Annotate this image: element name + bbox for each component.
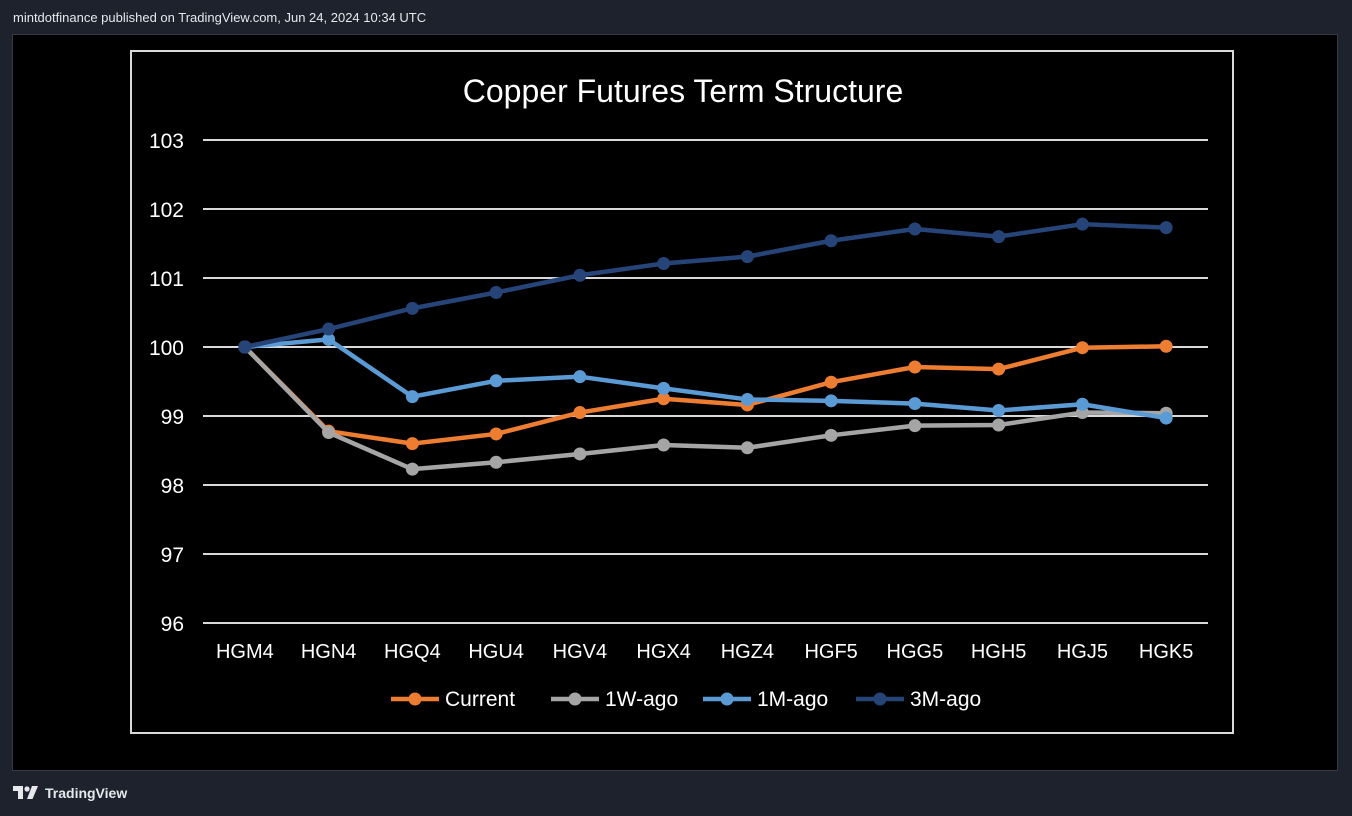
data-point: [657, 257, 671, 271]
y-tick-label: 100: [149, 337, 184, 360]
data-point: [405, 390, 419, 404]
data-point: [322, 332, 336, 346]
series-lines: [238, 217, 1173, 476]
y-tick-label: 103: [149, 130, 184, 153]
tradingview-logo[interactable]: TradingView: [13, 785, 127, 801]
data-point: [322, 426, 336, 440]
y-tick-label: 101: [149, 268, 184, 291]
series-1w-ago: [238, 340, 1173, 476]
x-tick-label: HGX4: [636, 641, 690, 663]
chart-panel: Copper Futures Term Structure 103 102 101 1…: [130, 50, 1234, 734]
tradingview-logo-label: TradingView: [45, 785, 128, 801]
y-tick-label: 97: [161, 544, 184, 567]
data-point: [489, 285, 503, 299]
data-point: [657, 438, 671, 452]
legend-item: 1M-ago: [703, 688, 828, 711]
data-point: [238, 340, 252, 354]
y-tick-label: 98: [161, 475, 184, 498]
x-tick-label: HGN4: [301, 641, 357, 663]
legend-label: 1M-ago: [757, 688, 828, 711]
series-line: [242, 344, 1169, 446]
data-point: [489, 455, 503, 469]
data-point: [405, 462, 419, 476]
data-point: [824, 375, 838, 389]
data-point: [489, 427, 503, 441]
data-point: [992, 230, 1006, 244]
x-tick-label: HGQ4: [384, 641, 441, 663]
data-point: [573, 370, 587, 384]
series-line: [242, 221, 1169, 350]
legend-swatch-marker: [568, 692, 582, 706]
legend-label: 1W-ago: [605, 688, 678, 711]
data-point: [573, 406, 587, 420]
data-point: [1159, 339, 1173, 353]
data-point: [657, 392, 671, 406]
y-tick-label: 96: [161, 613, 184, 636]
tradingview-logo-icon: [13, 786, 38, 799]
x-tick-label: HGZ4: [721, 641, 774, 663]
legend-item: 3M-ago: [856, 688, 981, 711]
data-point: [573, 447, 587, 461]
data-point: [322, 322, 336, 336]
x-axis-tick-labels: HGM4 HGN4 HGQ4 HGU4 HGV4 HGX4 HGZ4 HGF5 HGG5 HGH5…: [216, 641, 1193, 663]
data-point: [573, 268, 587, 282]
legend-label: Current: [445, 688, 515, 711]
data-point: [908, 419, 922, 433]
data-point: [740, 250, 754, 264]
data-point: [992, 362, 1006, 376]
data-point: [405, 301, 419, 315]
data-point: [1075, 397, 1089, 411]
legend-swatch-marker: [720, 692, 734, 706]
x-tick-label: HGV4: [553, 641, 607, 663]
x-tick-label: HGF5: [804, 641, 857, 663]
series-line: [242, 344, 1169, 472]
data-point: [405, 437, 419, 451]
data-point: [992, 418, 1006, 432]
publisher-attribution: mintdotfinance published on TradingView.…: [13, 10, 427, 25]
data-point: [657, 381, 671, 395]
x-tick-label: HGK5: [1139, 641, 1193, 663]
x-tick-label: HGM4: [216, 641, 274, 663]
data-point: [489, 374, 503, 388]
data-point: [1159, 411, 1173, 425]
data-point: [908, 360, 922, 374]
data-point: [824, 428, 838, 442]
data-point: [1159, 221, 1173, 235]
data-point: [740, 392, 754, 406]
y-tick-label: 99: [161, 406, 184, 429]
x-tick-label: HGJ5: [1057, 641, 1108, 663]
y-axis-tick-labels: 103 102 101 100 99 98 97 96: [149, 130, 184, 636]
x-tick-label: HGG5: [887, 641, 944, 663]
x-tick-label: HGU4: [468, 641, 524, 663]
y-tick-label: 102: [149, 199, 184, 222]
data-point: [1075, 341, 1089, 355]
data-point: [992, 403, 1006, 417]
data-point: [908, 397, 922, 411]
data-point: [1075, 217, 1089, 231]
series-3m-ago: [238, 217, 1173, 354]
grid-lines: [203, 139, 1208, 624]
chart-title: Copper Futures Term Structure: [463, 73, 903, 109]
data-point: [824, 394, 838, 408]
series-line: [242, 337, 1169, 421]
legend-swatch-marker: [408, 692, 422, 706]
legend-label: 3M-ago: [910, 688, 981, 711]
data-point: [740, 441, 754, 455]
legend: Current 1W-ago 1M-ago 3M-ago: [391, 688, 981, 711]
x-tick-label: HGH5: [971, 641, 1027, 663]
data-point: [908, 222, 922, 236]
legend-swatch-marker: [873, 692, 887, 706]
legend-item: Current: [391, 688, 515, 711]
line-chart: Copper Futures Term Structure 1031021011…: [149, 73, 1208, 711]
data-point: [824, 234, 838, 248]
legend-item: 1W-ago: [551, 688, 678, 711]
